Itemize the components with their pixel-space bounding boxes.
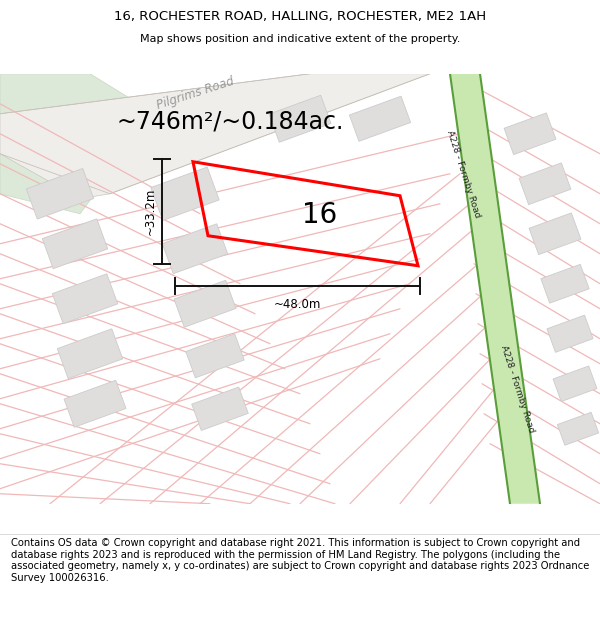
Polygon shape <box>42 219 108 269</box>
Polygon shape <box>450 74 540 504</box>
Polygon shape <box>162 224 228 274</box>
Text: Contains OS data © Crown copyright and database right 2021. This information is : Contains OS data © Crown copyright and d… <box>11 538 589 583</box>
Polygon shape <box>553 366 597 401</box>
Polygon shape <box>519 163 571 204</box>
Polygon shape <box>174 280 236 328</box>
Polygon shape <box>504 113 556 154</box>
Polygon shape <box>541 264 589 303</box>
Polygon shape <box>547 315 593 352</box>
Polygon shape <box>64 380 126 428</box>
Text: A228 - Formby Road: A228 - Formby Road <box>445 129 481 219</box>
Polygon shape <box>269 95 331 142</box>
Polygon shape <box>0 74 155 214</box>
Text: ~746m²/~0.184ac.: ~746m²/~0.184ac. <box>116 110 344 134</box>
Text: 16: 16 <box>302 201 337 229</box>
Polygon shape <box>192 387 248 431</box>
Text: ~33.2m: ~33.2m <box>144 188 157 235</box>
Polygon shape <box>186 334 244 378</box>
Text: Map shows position and indicative extent of the property.: Map shows position and indicative extent… <box>140 34 460 44</box>
Polygon shape <box>57 329 123 379</box>
Polygon shape <box>349 96 410 141</box>
Polygon shape <box>557 412 599 445</box>
Polygon shape <box>52 274 118 324</box>
Text: A228 - Formby Road: A228 - Formby Road <box>499 344 535 434</box>
Text: ~48.0m: ~48.0m <box>274 298 321 311</box>
Polygon shape <box>529 213 581 254</box>
Polygon shape <box>26 169 94 219</box>
Text: 16, ROCHESTER ROAD, HALLING, ROCHESTER, ME2 1AH: 16, ROCHESTER ROAD, HALLING, ROCHESTER, … <box>114 10 486 23</box>
Text: Pilgrims Road: Pilgrims Road <box>155 75 235 112</box>
Polygon shape <box>0 74 430 199</box>
Polygon shape <box>151 167 219 221</box>
